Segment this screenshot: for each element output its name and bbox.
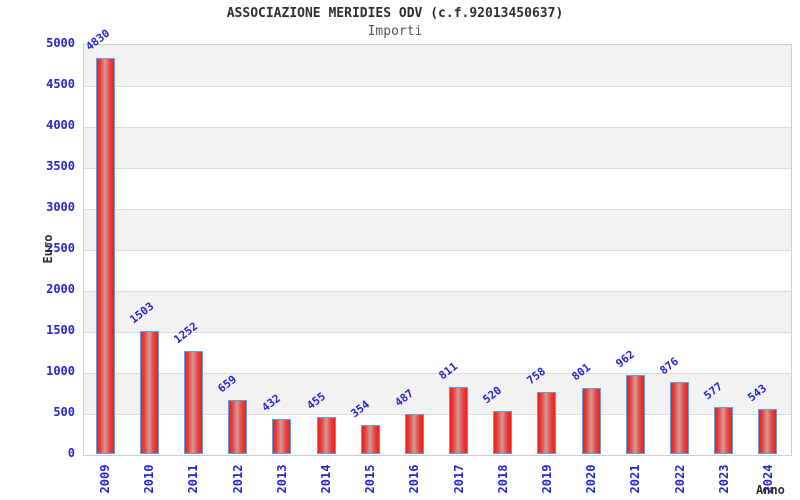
y-tick-label: 2500 (46, 241, 75, 255)
y-tick-label: 4000 (46, 118, 75, 132)
x-tick-label: 2020 (584, 464, 599, 494)
gridline (84, 332, 791, 333)
y-axis-label: Euro (41, 234, 55, 264)
x-tick-label: 2018 (495, 464, 510, 494)
x-tick-label: 2023 (716, 464, 731, 494)
grid-band (84, 209, 791, 250)
bar (316, 416, 336, 454)
gridline (84, 373, 791, 374)
y-tick-label: 4500 (46, 77, 75, 91)
bar (183, 351, 203, 454)
bar (449, 387, 469, 454)
x-tick-label: 2021 (628, 464, 643, 494)
grid-band (84, 86, 791, 127)
grid-band (84, 127, 791, 168)
gridline (84, 86, 791, 87)
x-tick-label: 2010 (142, 464, 157, 494)
gridline (84, 168, 791, 169)
x-tick-label: 2013 (274, 464, 289, 494)
bar (581, 388, 601, 454)
bar (670, 382, 690, 454)
bar (228, 399, 248, 454)
x-tick-label: 2022 (672, 464, 687, 494)
bar (493, 411, 513, 454)
x-tick-label: 2016 (407, 464, 422, 494)
gridline (84, 209, 791, 210)
gridline (84, 414, 791, 415)
plot-area (83, 44, 792, 456)
bar (404, 414, 424, 454)
chart-subtitle: Importi (367, 24, 423, 39)
x-tick-label: 2017 (451, 464, 466, 494)
x-tick-label: 2014 (319, 464, 334, 494)
gridline (84, 127, 791, 128)
gridline (84, 250, 791, 251)
bar (537, 391, 557, 454)
bar (625, 375, 645, 454)
y-tick-label: 5000 (46, 36, 75, 50)
x-axis-label: Anno (756, 483, 785, 497)
y-tick-label: 3000 (46, 200, 75, 214)
y-tick-label: 500 (53, 405, 75, 419)
y-tick-label: 2000 (46, 282, 75, 296)
bar (714, 406, 734, 454)
bar (272, 418, 292, 454)
y-tick-label: 0 (67, 446, 75, 460)
y-tick-label: 3500 (46, 159, 75, 173)
y-tick-label: 1000 (46, 364, 75, 378)
x-tick-label: 2011 (186, 464, 201, 494)
x-tick-label: 2012 (230, 464, 245, 494)
y-tick-label: 1500 (46, 323, 75, 337)
chart-title: ASSOCIAZIONE MERIDIES ODV (c.f.920134506… (226, 6, 564, 21)
gridline (84, 291, 791, 292)
grid-band (84, 45, 791, 86)
x-tick-label: 2015 (363, 464, 378, 494)
bar (95, 57, 115, 454)
grid-band (84, 250, 791, 291)
x-tick-label: 2019 (539, 464, 554, 494)
bar (139, 330, 159, 454)
bar (360, 424, 380, 454)
grid-band (84, 291, 791, 332)
bar (758, 409, 778, 454)
x-tick-label: 2009 (98, 464, 113, 494)
grid-band (84, 168, 791, 209)
